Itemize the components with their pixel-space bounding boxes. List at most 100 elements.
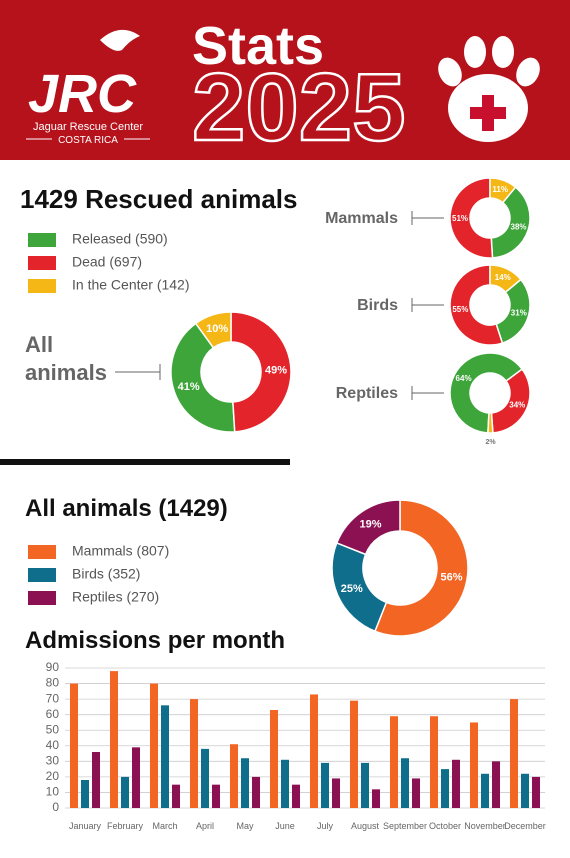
donut-segment — [230, 311, 292, 433]
bar — [390, 716, 398, 808]
bar — [281, 759, 289, 808]
x-tick-label: December — [504, 821, 546, 831]
value-label: 25% — [341, 583, 363, 595]
country: COSTA RICA — [58, 135, 118, 146]
bar — [161, 705, 169, 808]
legend-label: Reptiles (270) — [72, 589, 159, 605]
legend-swatch — [28, 233, 56, 247]
legend-swatch — [28, 591, 56, 605]
value-label: 49% — [265, 364, 287, 376]
x-tick-label: October — [429, 821, 461, 831]
value-label: 38% — [511, 222, 527, 231]
value-label: 19% — [359, 518, 381, 530]
bar — [481, 773, 489, 808]
pointers — [411, 211, 444, 400]
bar — [121, 776, 129, 808]
bar — [212, 784, 220, 808]
donut-segment — [490, 186, 531, 259]
donut-label: Mammals — [325, 210, 398, 227]
bar — [452, 759, 460, 808]
bar — [310, 694, 318, 808]
bar — [350, 700, 358, 808]
bar — [70, 683, 78, 808]
donut-segment — [194, 311, 232, 349]
x-tick-label: September — [383, 821, 427, 831]
value-label: 31% — [511, 308, 527, 317]
y-tick-label: 90 — [46, 660, 60, 674]
logo: JRC — [28, 64, 137, 124]
bar — [332, 778, 340, 808]
year: 2025 — [192, 54, 406, 161]
y-tick-label: 40 — [46, 738, 60, 752]
bar — [230, 744, 238, 808]
x-tick-label: August — [351, 821, 380, 831]
x-tick-label: April — [196, 821, 214, 831]
x-tick-label: November — [464, 821, 506, 831]
legend-label: Released (590) — [72, 231, 168, 247]
paw-icon — [438, 36, 540, 142]
section-title: Admissions per month — [25, 627, 285, 654]
bar — [172, 784, 180, 808]
legend-swatch — [28, 279, 56, 293]
x-tick-label: May — [236, 821, 254, 831]
bar — [470, 722, 478, 808]
bar — [532, 776, 540, 808]
y-tick-label: 0 — [52, 800, 59, 814]
bar — [201, 748, 209, 808]
value-label: 14% — [495, 273, 511, 282]
donut-segment — [487, 412, 494, 434]
y-tick-label: 60 — [46, 707, 60, 721]
donut-segment — [335, 499, 401, 556]
title: Stats — [192, 16, 324, 76]
y-tick-label: 70 — [46, 691, 60, 705]
bar — [492, 761, 500, 808]
bar — [430, 716, 438, 808]
donut-segment — [170, 322, 236, 433]
divider — [0, 459, 290, 465]
bar — [132, 747, 140, 808]
donut-segment — [449, 352, 524, 434]
x-tick-label: February — [107, 821, 144, 831]
value-label: 2% — [485, 439, 496, 446]
y-tick-label: 80 — [46, 676, 60, 690]
value-label: 11% — [492, 185, 508, 194]
donut-segment — [489, 177, 517, 204]
bar — [361, 762, 369, 808]
y-tick-label: 50 — [46, 722, 60, 736]
value-label: 34% — [509, 401, 525, 410]
legend-swatch — [28, 568, 56, 582]
x-tick-label: January — [69, 821, 102, 831]
donut-segment — [490, 368, 531, 434]
legend-label: In the Center (142) — [72, 277, 190, 293]
value-label: 10% — [206, 323, 228, 335]
x-tick-label: July — [317, 821, 334, 831]
bar — [241, 758, 249, 808]
y-tick-label: 20 — [46, 769, 60, 783]
donut-segment — [449, 177, 494, 259]
y-tick-label: 10 — [46, 785, 60, 799]
bar — [412, 778, 420, 808]
legend-swatch — [28, 545, 56, 559]
bar — [270, 710, 278, 808]
x-tick-label: June — [275, 821, 295, 831]
donut-label: Reptiles — [336, 385, 398, 402]
bar — [252, 776, 260, 808]
bar — [92, 752, 100, 808]
bar — [521, 773, 529, 808]
legend-label: Mammals (807) — [72, 543, 169, 559]
bar — [510, 699, 518, 808]
value-label: 64% — [456, 374, 472, 383]
bar — [110, 671, 118, 808]
bar — [292, 784, 300, 808]
section-title: 1429 Rescued animals — [20, 184, 298, 214]
y-tick-label: 30 — [46, 754, 60, 768]
bar — [401, 758, 409, 808]
bar — [81, 780, 89, 808]
value-label: 41% — [178, 381, 200, 393]
legend-swatch — [28, 256, 56, 270]
value-label: 51% — [452, 214, 468, 223]
legend-label: Birds (352) — [72, 566, 140, 582]
donut-segment — [373, 499, 469, 637]
bar — [150, 683, 158, 808]
